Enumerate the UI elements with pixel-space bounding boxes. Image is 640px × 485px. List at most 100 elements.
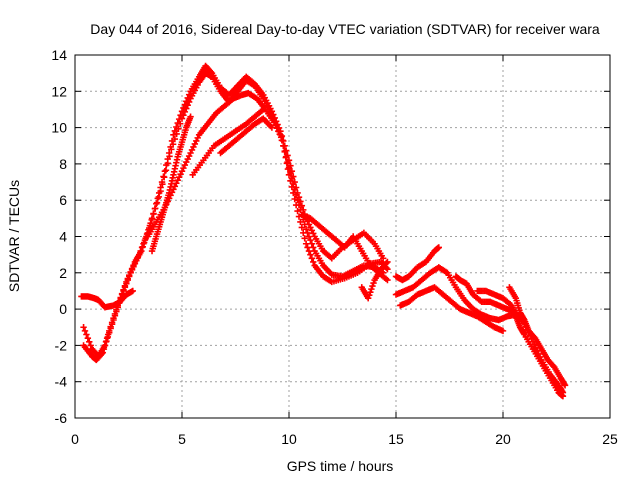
chart-title: Day 044 of 2016, Sidereal Day-to-day VTE… [90,21,600,37]
data-point [369,282,376,290]
data-point [499,327,507,335]
data-point [126,273,133,280]
data-point [310,244,317,251]
data-point [561,382,569,389]
y-tick-label: 14 [51,47,67,63]
data-point [148,215,156,222]
data-point [183,98,190,105]
data-point [157,184,164,191]
data-point [280,142,287,150]
data-point [307,236,314,244]
series-track-9 [358,258,391,302]
data-point [268,124,276,131]
data-point [170,131,177,139]
data-point [80,324,87,331]
data-points [78,62,569,400]
data-point [304,244,311,251]
data-point [279,137,286,144]
data-point [153,200,160,208]
data-point [111,312,119,319]
x-tick-label: 10 [281,431,297,447]
data-point [161,167,169,175]
data-point [308,240,316,247]
data-point [178,108,186,115]
y-tick-label: -6 [55,410,68,426]
data-point [141,236,149,244]
series-track-2 [80,62,387,360]
data-point [366,291,373,299]
series-track-15 [506,284,569,389]
data-point [138,244,146,251]
data-point [81,327,89,335]
data-point [285,171,293,178]
series-track-8 [298,211,391,284]
data-point [383,259,390,267]
data-point [129,287,136,295]
data-point [168,137,176,145]
data-point [297,198,304,205]
data-point [291,178,298,186]
data-point [155,189,163,197]
data-point [164,155,171,163]
y-tick-label: 2 [59,265,67,281]
data-point [305,247,313,255]
data-point [287,177,294,185]
data-point [104,333,112,341]
data-point [282,154,289,161]
grid [75,55,610,418]
y-tick-label: 10 [51,120,67,136]
data-point [110,316,117,324]
data-point [150,210,157,217]
x-tick-label: 20 [495,431,511,447]
y-tick-label: -4 [55,374,68,390]
data-point [174,119,181,127]
data-point [136,251,143,258]
data-point [151,205,159,212]
data-point [260,106,267,113]
data-point [86,338,93,345]
series-track-10 [392,244,442,284]
data-point [101,342,109,349]
data-point [108,321,116,328]
data-point [292,201,300,209]
data-point [123,280,130,287]
data-point [180,104,187,112]
data-point [184,94,191,102]
x-tick-label: 15 [388,431,404,447]
data-point [113,308,120,315]
data-point [173,123,180,131]
data-point [379,255,387,262]
data-point [167,143,174,151]
data-point [297,218,304,226]
data-point [140,240,147,247]
data-point [137,247,144,255]
data-point [367,288,374,296]
series-track-3 [78,287,136,311]
data-point [300,206,307,214]
series-track-6 [217,115,276,157]
data-point [384,276,391,284]
data-point [181,101,189,108]
series-track-11 [392,264,520,324]
data-point [295,193,303,201]
data-point [294,207,301,215]
data-point [290,189,297,197]
y-tick-label: 0 [59,301,67,317]
data-point [368,285,375,293]
data-point [103,337,110,345]
data-point [147,219,154,227]
data-point [302,226,310,233]
data-point [185,91,193,98]
data-point [288,167,296,175]
data-point [310,258,317,266]
data-point [288,183,296,191]
data-point [107,325,114,332]
data-point [291,195,298,203]
data-point [284,165,292,173]
series-track-4 [144,89,391,286]
data-point [160,173,167,180]
data-point [87,342,94,349]
data-point [84,334,92,342]
